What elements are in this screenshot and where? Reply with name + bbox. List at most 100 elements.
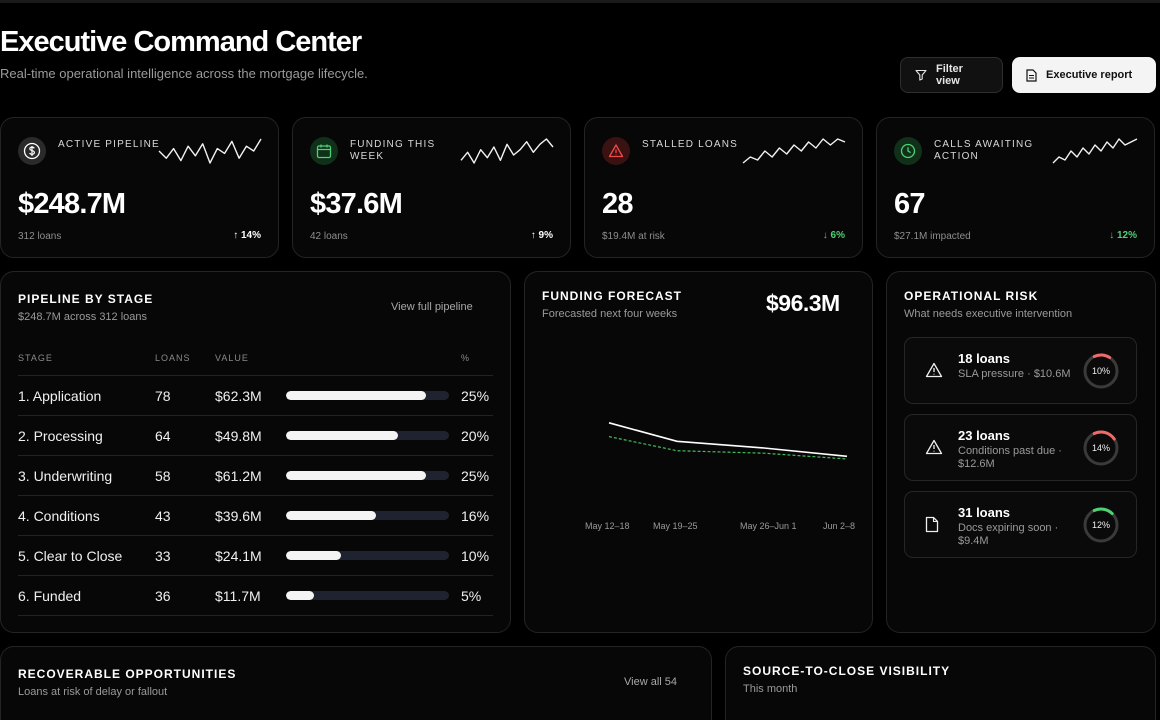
kpi-card-funding-this-week[interactable]: Funding this week $37.6M 42 loans ↑ 9% <box>292 117 571 258</box>
forecast-series-1 <box>608 422 848 458</box>
kpi-label: Funding this week <box>350 139 436 162</box>
filter-icon <box>915 69 927 81</box>
sparkline-path <box>460 138 554 164</box>
share-bar-fill <box>286 511 376 520</box>
share-bar <box>286 591 449 600</box>
stage-name: 6. Funded <box>18 588 82 604</box>
stage-percent: 25% <box>461 468 490 484</box>
kpi-delta: ↑ 9% <box>530 230 553 241</box>
share-bar-fill <box>286 471 427 480</box>
source-to-close-panel <box>725 646 1156 720</box>
stage-loans: 43 <box>155 508 171 524</box>
source-subtitle: This month <box>743 683 798 695</box>
sparkline <box>1052 138 1138 164</box>
sparkline <box>158 138 262 164</box>
funding-forecast-panel <box>524 271 873 633</box>
risk-percent: 10% <box>1091 366 1110 376</box>
sparkline-path <box>742 138 846 164</box>
recoverable-opportunities-panel <box>0 646 712 720</box>
stage-name: 1. Application <box>18 388 102 404</box>
opportunities-subtitle: Loans at risk of delay or fallout <box>18 686 168 698</box>
forecast-total: $96.3M <box>766 290 840 316</box>
share-bar-fill <box>286 591 314 600</box>
stage-loans: 64 <box>155 428 171 444</box>
risk-count: 31 loans <box>958 505 1011 520</box>
risk-subtitle: What needs executive intervention <box>904 308 1073 320</box>
risk-percent: 14% <box>1091 443 1110 453</box>
view-all-opportunities-link[interactable]: View all 54 <box>624 676 677 688</box>
share-bar-fill <box>286 391 427 400</box>
warning-icon <box>925 362 943 383</box>
kpi-card-active-pipeline[interactable]: Active pipeline $248.7M 312 loans ↑ 14% <box>0 117 279 258</box>
forecast-subtitle: Forecasted next four weeks <box>542 308 678 320</box>
filter-view-button[interactable]: Filter view <box>900 57 1003 93</box>
risk-item[interactable]: 23 loans Conditions past due · $12.6M 14% <box>904 414 1137 481</box>
sparkline <box>460 138 554 164</box>
pipeline-panel <box>0 271 511 633</box>
table-row[interactable]: 2. Processing 64 $49.8M 20% <box>18 415 493 455</box>
stage-value: $49.8M <box>215 428 262 444</box>
document-icon <box>1026 68 1037 82</box>
table-row[interactable]: 6. Funded 36 $11.7M 5% <box>18 575 493 615</box>
page-subtitle: Real-time operational intelligence acros… <box>0 66 368 81</box>
column-header-loans: LOANS <box>155 353 191 363</box>
stage-loans: 36 <box>155 588 171 604</box>
risk-item[interactable]: 31 loans Docs expiring soon · $9.4M 12% <box>904 491 1137 558</box>
table-row[interactable]: 3. Underwriting 58 $61.2M 25% <box>18 455 493 495</box>
executive-report-button[interactable]: Executive report <box>1012 57 1156 93</box>
kpi-label: Stalled loans <box>642 139 739 150</box>
pipeline-subtitle: $248.7M across 312 loans <box>18 311 148 323</box>
document-icon <box>925 516 939 538</box>
risk-description: Docs expiring soon · $9.4M <box>958 522 1059 547</box>
kpi-label: Active pipeline <box>58 139 160 150</box>
view-full-pipeline-link[interactable]: View full pipeline <box>391 301 473 313</box>
share-bar <box>286 431 449 440</box>
stage-percent: 25% <box>461 388 490 404</box>
risk-title: Operational risk <box>904 289 1039 303</box>
risk-count: 18 loans <box>958 351 1011 366</box>
stage-percent: 10% <box>461 548 490 564</box>
filter-view-label: Filter view <box>936 63 963 87</box>
table-row[interactable]: 4. Conditions 43 $39.6M 16% <box>18 495 493 535</box>
risk-progress-ring: 12% <box>1081 505 1121 545</box>
share-bar <box>286 391 449 400</box>
stage-value: $39.6M <box>215 508 262 524</box>
stage-name: 4. Conditions <box>18 508 100 524</box>
stage-name: 5. Clear to Close <box>18 548 123 564</box>
column-header-stage: STAGE <box>18 353 53 363</box>
clock-icon <box>894 137 922 165</box>
kpi-subtext: 42 loans <box>310 231 348 242</box>
stage-value: $24.1M <box>215 548 262 564</box>
column-header-percent: % <box>461 353 471 363</box>
alert-icon <box>602 137 630 165</box>
risk-count: 23 loans <box>958 428 1011 443</box>
stage-value: $61.2M <box>215 468 262 484</box>
pipeline-title: Pipeline by stage <box>18 292 154 306</box>
stage-name: 3. Underwriting <box>18 468 113 484</box>
kpi-label: Calls awaiting action <box>934 139 1034 162</box>
table-row[interactable]: 1. Application 78 $62.3M 25% <box>18 375 493 415</box>
risk-item[interactable]: 18 loans SLA pressure · $10.6M 10% <box>904 337 1137 404</box>
sparkline-path <box>158 138 262 164</box>
opportunities-title: Recoverable opportunities <box>18 667 237 681</box>
table-row[interactable]: 5. Clear to Close 33 $24.1M 10% <box>18 535 493 575</box>
kpi-card-calls-awaiting-action[interactable]: Calls awaiting action 67 $27.1M impacted… <box>876 117 1155 258</box>
kpi-value: $37.6M <box>310 188 403 220</box>
forecast-title: Funding forecast <box>542 289 682 303</box>
kpi-subtext: $27.1M impacted <box>894 231 971 242</box>
stage-percent: 16% <box>461 508 490 524</box>
risk-progress-ring: 10% <box>1081 351 1121 391</box>
kpi-value: 67 <box>894 188 925 220</box>
table-divider <box>18 615 493 616</box>
forecast-series-2 <box>608 436 848 460</box>
column-header-value: VALUE <box>215 353 249 363</box>
share-bar <box>286 471 449 480</box>
source-title: Source-to-close visibility <box>743 664 951 678</box>
risk-description: Conditions past due · $12.6M <box>958 445 1062 470</box>
kpi-value: $248.7M <box>18 188 126 220</box>
stage-loans: 78 <box>155 388 171 404</box>
dollar-icon <box>18 137 46 165</box>
kpi-card-stalled-loans[interactable]: Stalled loans 28 $19.4M at risk ↓ 6% <box>584 117 863 258</box>
risk-progress-ring: 14% <box>1081 428 1121 468</box>
stage-percent: 20% <box>461 428 490 444</box>
